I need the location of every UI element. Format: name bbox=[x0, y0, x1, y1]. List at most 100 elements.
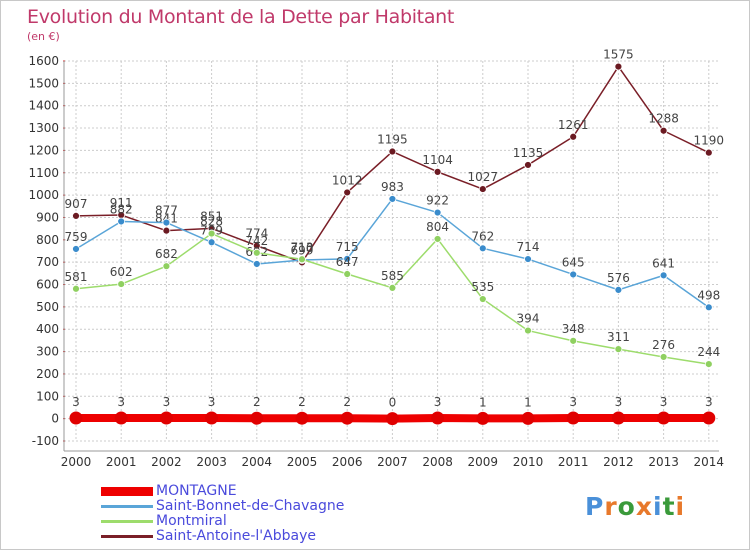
data-label: 699 bbox=[291, 243, 314, 257]
data-point bbox=[252, 248, 261, 257]
data-point bbox=[524, 161, 532, 169]
y-tick-label: 700 bbox=[36, 255, 59, 269]
data-label: 244 bbox=[697, 345, 720, 359]
data-point bbox=[657, 411, 671, 425]
data-label: 1104 bbox=[422, 153, 453, 167]
logo-letter: x bbox=[635, 492, 653, 521]
x-tick-label: 2014 bbox=[694, 455, 725, 469]
y-tick-label: 1500 bbox=[28, 76, 59, 90]
data-point bbox=[72, 245, 80, 253]
data-point bbox=[569, 336, 578, 345]
data-point bbox=[343, 254, 352, 263]
x-tick-label: 2007 bbox=[377, 455, 408, 469]
data-label: 0 bbox=[389, 396, 397, 410]
data-point bbox=[521, 411, 535, 425]
data-point bbox=[566, 411, 580, 425]
data-label: 576 bbox=[607, 271, 630, 285]
legend-swatch bbox=[101, 487, 153, 496]
logo-letter: o bbox=[617, 492, 636, 521]
x-tick-label: 2013 bbox=[648, 455, 679, 469]
data-point bbox=[569, 270, 578, 279]
data-label: 714 bbox=[517, 240, 540, 254]
data-point bbox=[388, 283, 397, 292]
data-point bbox=[114, 411, 128, 425]
data-point bbox=[704, 360, 713, 369]
data-label: 715 bbox=[336, 240, 359, 254]
data-label: 882 bbox=[110, 202, 133, 216]
data-label: 2 bbox=[253, 395, 261, 409]
data-label: 394 bbox=[517, 312, 540, 326]
data-label: 3 bbox=[705, 395, 713, 409]
y-tick-label: 1300 bbox=[28, 121, 59, 135]
x-tick-label: 2000 bbox=[61, 455, 92, 469]
legend-swatch bbox=[101, 535, 153, 538]
x-tick-label: 2011 bbox=[558, 455, 589, 469]
data-point bbox=[659, 271, 668, 280]
data-point bbox=[433, 208, 442, 217]
plot-area bbox=[64, 61, 719, 441]
data-label: 1261 bbox=[558, 118, 589, 132]
data-label: 645 bbox=[562, 255, 585, 269]
data-label: 710 bbox=[291, 241, 314, 255]
data-point bbox=[72, 284, 80, 293]
data-point bbox=[476, 411, 490, 425]
data-label: 602 bbox=[110, 265, 133, 279]
data-point bbox=[117, 217, 126, 226]
data-point bbox=[69, 411, 83, 425]
data-label: 3 bbox=[434, 395, 442, 409]
chart-subtitle: (en €) bbox=[27, 30, 60, 43]
data-label: 983 bbox=[381, 180, 404, 194]
data-point bbox=[159, 411, 173, 425]
data-point bbox=[614, 62, 623, 71]
data-point bbox=[478, 295, 487, 303]
x-tick-label: 2008 bbox=[422, 455, 453, 469]
data-point bbox=[478, 185, 487, 193]
data-point bbox=[343, 270, 352, 278]
data-point bbox=[162, 218, 171, 227]
chart-title: Evolution du Montant de la Dette par Hab… bbox=[27, 6, 455, 28]
y-tick-label: 200 bbox=[36, 367, 59, 381]
x-tick-label: 2006 bbox=[332, 455, 363, 469]
legend-swatch bbox=[101, 505, 153, 508]
data-label: 1190 bbox=[694, 134, 725, 148]
data-point bbox=[659, 126, 668, 135]
legend-label: Montmiral bbox=[156, 513, 227, 529]
data-point bbox=[72, 212, 80, 220]
data-label: 907 bbox=[65, 197, 88, 211]
x-tick-label: 2003 bbox=[196, 455, 227, 469]
data-label: 1027 bbox=[468, 170, 499, 184]
logo-letter: i bbox=[653, 492, 663, 521]
data-point bbox=[524, 326, 532, 335]
data-label: 585 bbox=[381, 269, 404, 283]
data-point bbox=[611, 411, 625, 425]
data-label: 1012 bbox=[332, 173, 363, 187]
data-label: 762 bbox=[471, 229, 494, 243]
data-label: 581 bbox=[65, 270, 88, 284]
data-label: 774 bbox=[245, 227, 268, 241]
data-point bbox=[433, 235, 442, 243]
data-label: 828 bbox=[200, 215, 223, 229]
data-label: 851 bbox=[200, 209, 223, 223]
data-label: 1575 bbox=[603, 48, 634, 62]
data-point bbox=[343, 188, 352, 197]
data-point bbox=[388, 147, 397, 156]
data-label: 276 bbox=[652, 338, 675, 352]
logo-letter: i bbox=[675, 492, 686, 521]
data-point bbox=[295, 411, 309, 425]
data-label: 498 bbox=[697, 288, 720, 302]
data-point bbox=[298, 255, 306, 264]
data-label: 911 bbox=[110, 196, 133, 210]
data-label: 1 bbox=[524, 395, 532, 409]
y-tick-label: 1100 bbox=[28, 166, 59, 180]
data-label: 804 bbox=[426, 220, 449, 234]
y-tick-label: 1600 bbox=[28, 54, 59, 68]
data-point bbox=[340, 411, 354, 425]
y-tick-label: 1000 bbox=[28, 188, 59, 202]
data-label: 647 bbox=[336, 255, 359, 269]
legend-label: Saint-Antoine-l'Abbaye bbox=[156, 528, 316, 544]
data-label: 713 bbox=[291, 240, 314, 254]
logo-letter: t bbox=[662, 492, 676, 521]
data-label: 2 bbox=[343, 395, 351, 409]
